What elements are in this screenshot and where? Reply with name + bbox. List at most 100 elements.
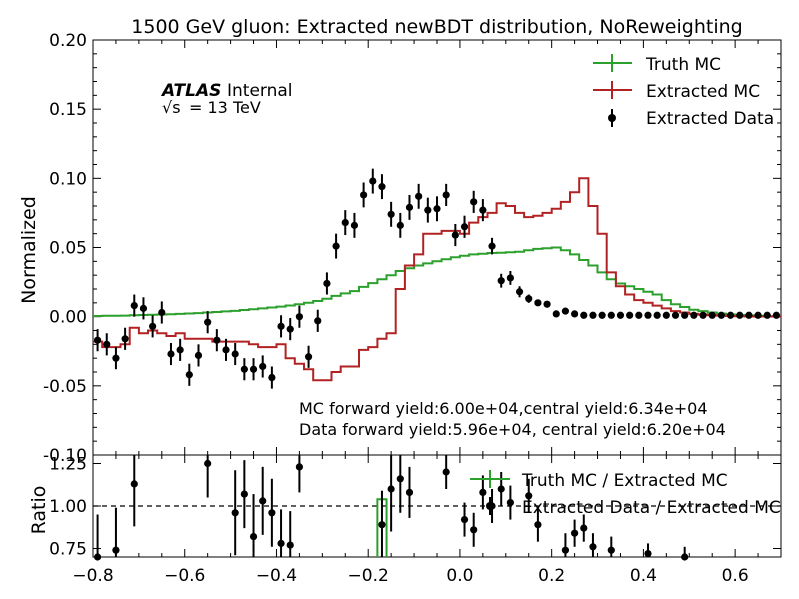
main-y-tick-label: 0.05 [49,239,87,259]
ratio-point-marker [130,480,138,488]
ratio-point-marker [561,546,570,554]
data-point-marker [286,325,294,333]
data-point-marker [240,365,248,373]
ratio-point-marker [231,509,239,517]
data-point-marker [525,295,533,303]
ratio-x-tick-label: 0.4 [630,566,657,586]
ratio-point-marker [405,488,414,496]
atlas-label: ATLAS Internal √s = 13 TeV [160,81,293,117]
ratio-point-marker [534,521,542,529]
chart-title: 1500 GeV gluon: Extracted newBDT distrib… [131,16,742,38]
data-point-marker [268,373,276,382]
data-point-marker [405,203,414,211]
data-point-marker [671,311,680,319]
series-truth-mc-step [93,246,781,318]
data-point-marker [396,221,404,229]
data-point-marker [314,317,322,325]
ratio-panel: Ratio 0.75 1.00 1.25 −0.8 −0.6 −0.4 −0.2 0.0 0.… [28,454,782,586]
data-point-marker [378,183,386,191]
ratio-y-axis-label: Ratio [28,486,50,535]
data-point-marker [442,191,450,199]
data-point-marker [204,318,212,326]
legend-ratio-data-label: Extracted Data / Extracted MC [522,498,781,518]
ratio-point-marker [378,521,386,529]
ratio-y-ticks: 0.75 1.00 1.25 [49,455,781,560]
ratio-point-marker [240,490,248,498]
legend-ratio-truth-label: Truth MC / Extracted MC [521,471,728,491]
data-point-marker [506,274,514,282]
data-point-marker [167,350,175,358]
ratio-point-marker [249,533,258,541]
data-point-marker [772,311,781,319]
ratio-point-marker [644,550,652,558]
data-point-marker [616,311,625,319]
data-point-marker [460,223,469,231]
data-point-marker [176,346,184,354]
data-point-marker [681,311,689,319]
ratio-point-marker [112,546,120,554]
main-y-tick-label: -0.10 [43,446,87,466]
ratio-point-marker [277,539,285,548]
ratio-x-tick-label: 0.0 [446,566,473,586]
legend-ratio-data-marker [486,502,494,510]
ratio-point-marker [479,488,487,496]
data-point-marker [515,288,524,296]
ratio-point-marker [589,543,597,551]
data-point-marker [424,206,432,214]
data-point-marker [708,311,716,319]
data-point-marker [222,346,230,354]
ratio-point-marker [607,546,615,554]
ratio-y-tick-label: 1.00 [49,497,87,517]
data-point-marker [259,362,267,371]
data-point-marker [598,311,606,319]
energy-sqrt: √s [162,98,181,117]
atlas-text: ATLAS [160,81,221,101]
data-point-marker [369,177,377,185]
ratio-point-marker [442,468,450,476]
data-point-marker [112,354,120,362]
ratio-x-tick-label: −0.2 [348,566,389,586]
ratio-point-marker [470,526,478,534]
data-point-marker [607,311,615,319]
data-point-marker [561,307,570,315]
legend-truth-mc-label: Truth MC [645,55,721,75]
data-point-marker [470,198,478,206]
data-point-marker [433,205,441,213]
internal-text: Internal [227,81,293,101]
data-point-marker [571,310,579,318]
data-point-marker [726,311,735,319]
mc-yield-text: MC forward yield:6.00e+04,central yield:… [299,399,708,418]
data-point-marker [479,206,487,214]
main-y-tick-label: 0.10 [49,169,87,189]
data-point-marker [644,311,652,319]
ratio-point-marker [204,459,212,468]
data-point-marker [745,311,753,319]
ratio-x-tick-label: −0.8 [72,566,113,586]
data-point-marker [534,299,542,307]
data-point-marker [323,279,331,288]
data-point-marker [580,311,588,319]
main-panel: Normalized -0.10 -0.05 0.00 0.05 0.10 0.15 0.2… [18,31,782,466]
data-point-marker [295,313,303,321]
data-point-marker [277,322,285,330]
data-point-marker [249,365,258,373]
data-point-marker [451,231,459,239]
main-legend: Truth MC Extracted MC Extracted Data [593,54,774,129]
ratio-point-marker [396,475,404,483]
ratio-x-tick-label: −0.4 [256,566,297,586]
data-point-marker [185,371,193,379]
legend-extracted-data-label: Extracted Data [646,109,774,129]
data-point-marker [736,311,744,319]
data-point-marker [717,311,725,319]
data-yield-text: Data forward yield:5.96e+04, central yie… [299,420,726,439]
data-point-marker [304,353,313,361]
data-point-marker [350,221,359,229]
data-point-marker [121,335,129,343]
series-extracted-mc-step [93,177,781,382]
ratio-point-marker [286,541,294,549]
ratio-point-marker [268,509,276,517]
main-y-ticks: -0.10 -0.05 0.00 0.05 0.10 0.15 0.20 [43,31,781,466]
data-point-marker [103,340,111,348]
data-point-marker [158,308,166,317]
